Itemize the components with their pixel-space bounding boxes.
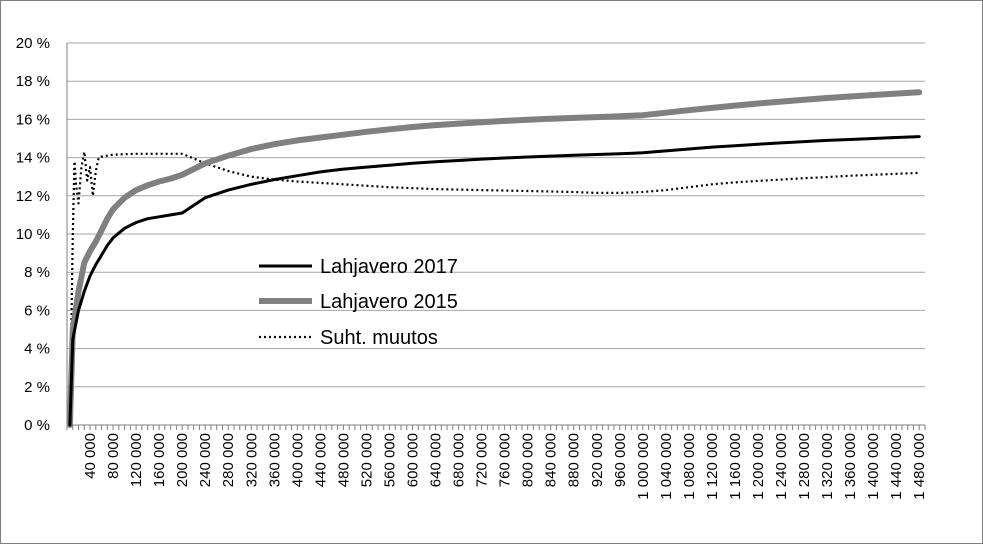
x-tick-label: 1 280 000 [796,433,813,500]
y-tick-label: 20 % [16,35,50,52]
legend-label-1: Lahjavero 2015 [320,291,458,313]
legend: Lahjavero 2017 Lahjavero 2015 Suht. muutos [259,256,458,349]
x-tick-label: 160 000 [151,433,168,487]
x-tick-label: 280 000 [220,433,237,487]
y-tick-label: 6 % [24,302,50,319]
x-tick-label: 640 000 [428,433,445,487]
x-tick-label: 240 000 [197,433,214,487]
y-tick-label: 12 % [16,188,50,205]
x-tick-label: 600 000 [405,433,422,487]
gridlines [67,42,925,388]
x-tick-label: 840 000 [543,433,560,487]
x-tick-label: 1 360 000 [842,433,859,500]
x-tick-label: 440 000 [312,433,329,487]
x-tick-label: 720 000 [474,433,491,487]
series-line-1 [66,89,923,428]
x-tick-labels: 40 000 80 000 120 000 160 000 200 000 240 000… [82,433,928,500]
x-tick-label: 480 000 [335,433,352,487]
x-tick-label: 1 120 000 [704,433,721,500]
x-tick-label: 1 160 000 [727,433,744,500]
x-tick-label: 1 400 000 [865,433,882,500]
x-tick-label: 1 480 000 [911,433,928,500]
x-tick-label: 1 240 000 [773,433,790,500]
x-tick-label: 40 000 [82,433,99,479]
legend-label-0: Lahjavero 2017 [320,256,458,278]
x-tick-label: 320 000 [243,433,260,487]
series-line-0 [68,135,921,427]
series-lines [66,89,923,428]
x-tick-label: 1 080 000 [681,433,698,500]
y-tick-label: 2 % [24,379,50,396]
x-tick-label: 520 000 [358,433,375,487]
x-tick-label: 200 000 [174,433,191,487]
x-tick-label: 880 000 [566,433,583,487]
x-tick-label: 400 000 [289,433,306,487]
series-line-2 [68,150,920,426]
x-tick-label: 1 040 000 [658,433,675,500]
x-tick-label: 680 000 [451,433,468,487]
legend-label-2: Suht. muutos [320,327,438,349]
x-tick-label: 760 000 [497,433,514,487]
y-tick-label: 14 % [16,150,50,167]
y-tick-label: 4 % [24,341,50,358]
y-tick-label: 8 % [24,264,50,281]
y-tick-label: 18 % [16,73,50,90]
x-tick-label: 920 000 [589,433,606,487]
x-tick-label: 1 440 000 [888,433,905,500]
x-tick-label: 960 000 [612,433,629,487]
x-tick-label: 80 000 [105,433,122,479]
y-tick-label: 10 % [16,226,50,243]
x-tick-label: 1 320 000 [819,433,836,500]
x-tick-label: 800 000 [520,433,537,487]
y-tick-label: 16 % [16,111,50,128]
y-tick-labels: 0 % 2 % 4 % 6 % 8 % 10 % 12 % 14 % 16 % 18 % 20 % [16,35,50,434]
axes [66,43,926,430]
y-tick-label: 0 % [24,417,50,434]
x-tick-label: 1 000 000 [635,433,652,500]
x-tick-label: 1 200 000 [750,433,767,500]
x-tick-label: 360 000 [266,433,283,487]
x-tick-label: 120 000 [128,433,145,487]
x-tick-label: 560 000 [381,433,398,487]
